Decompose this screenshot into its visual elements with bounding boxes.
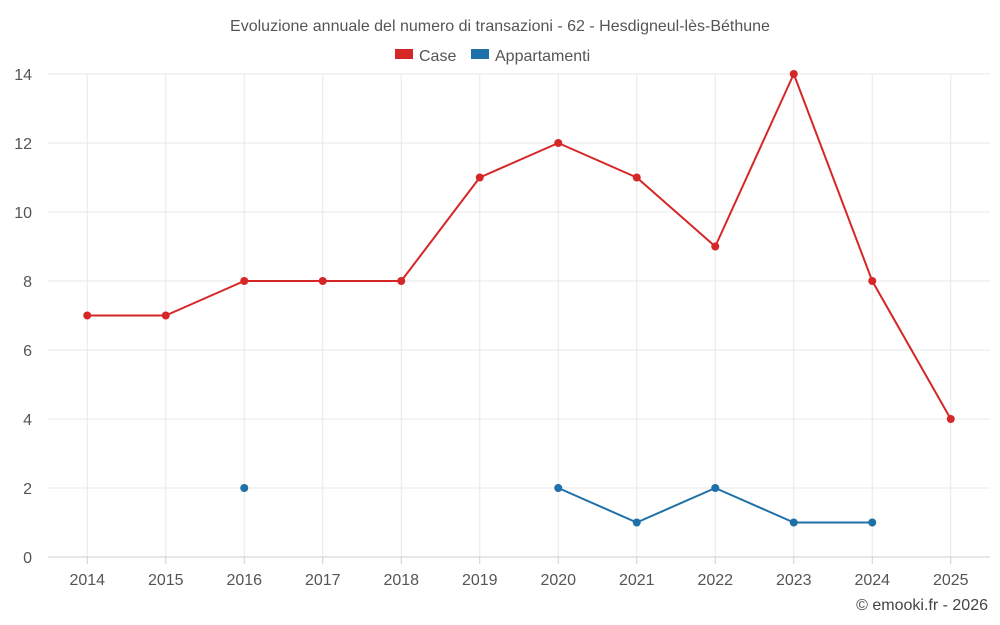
x-tick-label: 2018 bbox=[383, 572, 419, 589]
data-point-appartamenti bbox=[868, 518, 877, 527]
y-tick-label: 4 bbox=[23, 412, 32, 429]
grid bbox=[48, 73, 990, 557]
x-tick-label: 2022 bbox=[697, 572, 733, 589]
data-point-appartamenti bbox=[554, 484, 563, 492]
chart-title: Evoluzione annuale del numero di transaz… bbox=[230, 18, 770, 35]
y-tick-label: 6 bbox=[23, 343, 32, 360]
x-tick-label: 2014 bbox=[69, 572, 105, 589]
x-tick-label: 2019 bbox=[462, 572, 498, 589]
axes: 0 2 4 6 8 10 12 14 2014 2015 2016 2017 2018 2019 2020 2… bbox=[14, 67, 990, 589]
x-tick-label: 2025 bbox=[933, 572, 969, 589]
credit-text: © emooki.fr - 2026 bbox=[856, 597, 988, 614]
legend-item-appartamenti: Appartamenti bbox=[471, 48, 590, 65]
data-point-appartamenti bbox=[632, 518, 641, 527]
x-tick-label: 2017 bbox=[305, 572, 341, 589]
y-tick-label: 0 bbox=[23, 550, 32, 567]
legend-swatch bbox=[395, 49, 413, 59]
data-point-case bbox=[554, 139, 563, 147]
data-point-appartamenti bbox=[711, 484, 720, 492]
data-point-case bbox=[632, 173, 641, 182]
data-point-appartamenti bbox=[789, 518, 798, 527]
data-point-case bbox=[83, 311, 92, 320]
series-appartamenti bbox=[240, 484, 877, 527]
data-point-case bbox=[711, 242, 720, 251]
data-point-case bbox=[318, 277, 327, 285]
data-point-case bbox=[475, 173, 484, 182]
series-layer bbox=[83, 70, 955, 527]
x-tick-label: 2015 bbox=[148, 572, 184, 589]
y-tick-label: 14 bbox=[14, 67, 32, 84]
y-tick-label: 2 bbox=[23, 481, 32, 498]
legend: Case Appartamenti bbox=[395, 48, 590, 65]
x-tick-label: 2021 bbox=[619, 572, 655, 589]
data-point-case bbox=[161, 311, 170, 320]
data-point-case bbox=[946, 415, 955, 423]
data-point-appartamenti bbox=[240, 484, 249, 492]
x-tick-label: 2023 bbox=[776, 572, 812, 589]
legend-label: Case bbox=[419, 48, 456, 65]
series-line-case bbox=[87, 73, 952, 420]
legend-label: Appartamenti bbox=[495, 48, 590, 65]
legend-swatch bbox=[471, 49, 489, 59]
x-tick-label: 2024 bbox=[854, 572, 890, 589]
y-tick-label: 8 bbox=[23, 274, 32, 291]
x-tick-label: 2020 bbox=[540, 572, 576, 589]
legend-item-case: Case bbox=[395, 48, 456, 65]
data-point-case bbox=[240, 277, 249, 285]
series-case bbox=[83, 70, 955, 423]
y-tick-label: 10 bbox=[14, 205, 32, 222]
data-point-case bbox=[789, 70, 798, 78]
data-point-case bbox=[868, 277, 877, 285]
x-tick-label: 2016 bbox=[226, 572, 262, 589]
data-point-case bbox=[397, 277, 406, 285]
y-tick-label: 12 bbox=[14, 136, 32, 153]
